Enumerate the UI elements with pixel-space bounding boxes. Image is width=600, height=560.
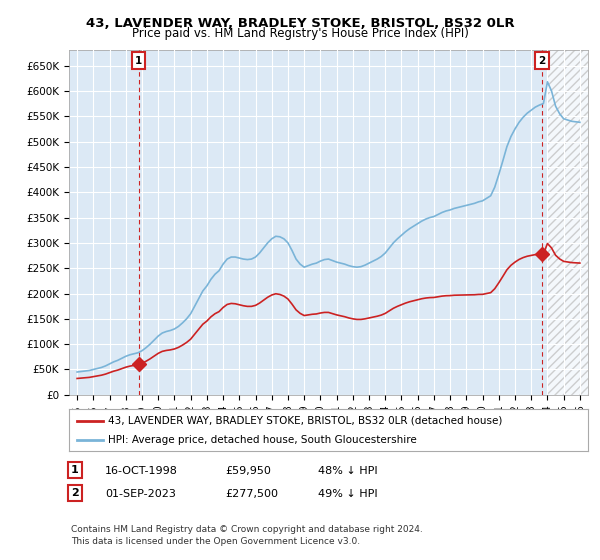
- Text: HPI: Average price, detached house, South Gloucestershire: HPI: Average price, detached house, Sout…: [108, 435, 416, 445]
- Bar: [547, 50, 588, 395]
- Text: 16-OCT-1998: 16-OCT-1998: [105, 466, 178, 476]
- Text: 49% ↓ HPI: 49% ↓ HPI: [318, 489, 377, 500]
- Bar: [547, 50, 588, 395]
- Text: Contains HM Land Registry data © Crown copyright and database right 2024.
This d: Contains HM Land Registry data © Crown c…: [71, 525, 422, 546]
- Text: 2: 2: [538, 55, 546, 66]
- Text: £59,950: £59,950: [225, 466, 271, 476]
- Text: 48% ↓ HPI: 48% ↓ HPI: [318, 466, 377, 476]
- Text: 01-SEP-2023: 01-SEP-2023: [105, 489, 176, 500]
- Text: 2: 2: [71, 488, 79, 498]
- Text: 1: 1: [135, 55, 142, 66]
- Text: 1: 1: [71, 465, 79, 475]
- Text: £277,500: £277,500: [225, 489, 278, 500]
- Text: Price paid vs. HM Land Registry's House Price Index (HPI): Price paid vs. HM Land Registry's House …: [131, 27, 469, 40]
- Text: 43, LAVENDER WAY, BRADLEY STOKE, BRISTOL, BS32 0LR (detached house): 43, LAVENDER WAY, BRADLEY STOKE, BRISTOL…: [108, 416, 502, 426]
- Text: 43, LAVENDER WAY, BRADLEY STOKE, BRISTOL, BS32 0LR: 43, LAVENDER WAY, BRADLEY STOKE, BRISTOL…: [86, 17, 514, 30]
